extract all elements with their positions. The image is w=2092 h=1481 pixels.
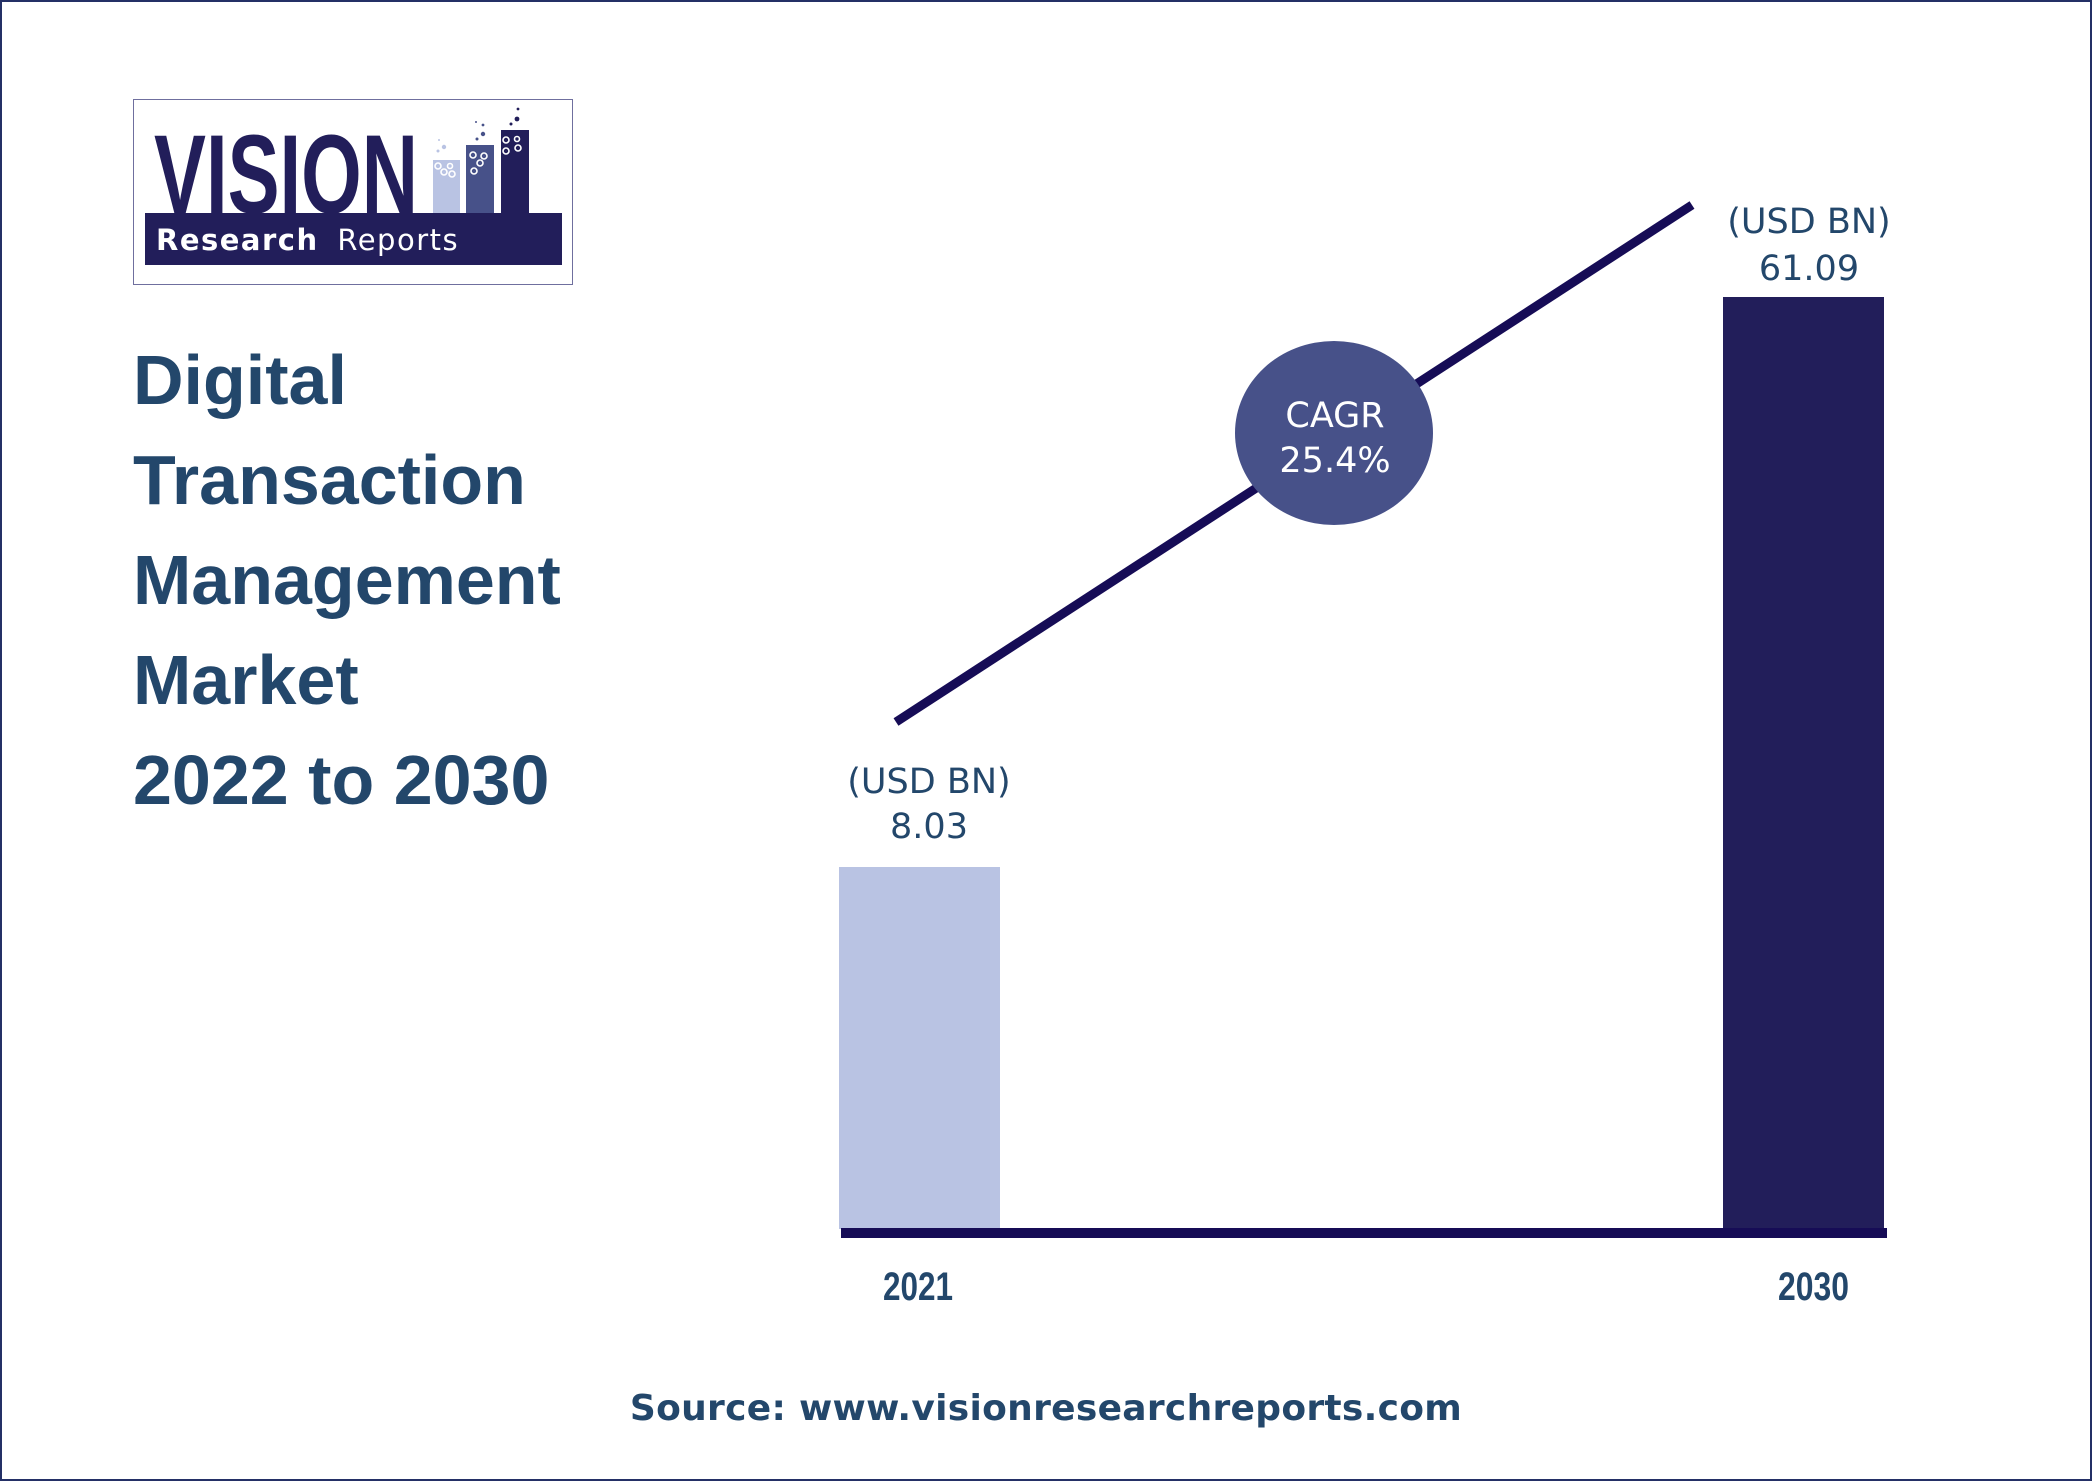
bar-2021-unit-label: (USD BN) [847,762,1010,802]
source-citation: Source: www.visionresearchreports.com [629,1388,1463,1429]
logo-banner [145,213,562,265]
bar-2021-value-label: 8.03 [890,807,968,847]
x-axis-line [841,1228,1887,1238]
title-line-5: 2022 to 2030 [133,741,550,819]
cagr-value: 25.4% [1279,441,1390,481]
x-tick-2021: 2021 [883,1265,953,1309]
x-tick-2030: 2030 [1778,1265,1849,1309]
title-line-2: Transaction [133,441,526,519]
bar-chart-bubbles-icon [433,107,529,214]
logo-banner-bold: Research [156,223,319,257]
svg-text:Research Reports: Research Reports [156,223,459,257]
page-title: Digital Transaction Management Market 20… [133,330,561,830]
cagr-badge: CAGR 25.4% [1235,341,1433,525]
bar-2030-value-label: 61.09 [1759,249,1859,289]
logo-graphic: VISION Research Reports [145,107,562,265]
bar-2021 [839,867,1000,1229]
bar-2030 [1723,297,1884,1229]
title-line-4: Market [133,641,359,719]
title-line-1: Digital [133,341,347,419]
title-line-3: Management [133,541,561,619]
bar-2030-unit-label: (USD BN) [1727,202,1890,242]
brand-logo: VISION Research Reports [133,99,573,285]
logo-banner-light: Reports [337,223,459,257]
cagr-label: CAGR [1285,396,1384,436]
